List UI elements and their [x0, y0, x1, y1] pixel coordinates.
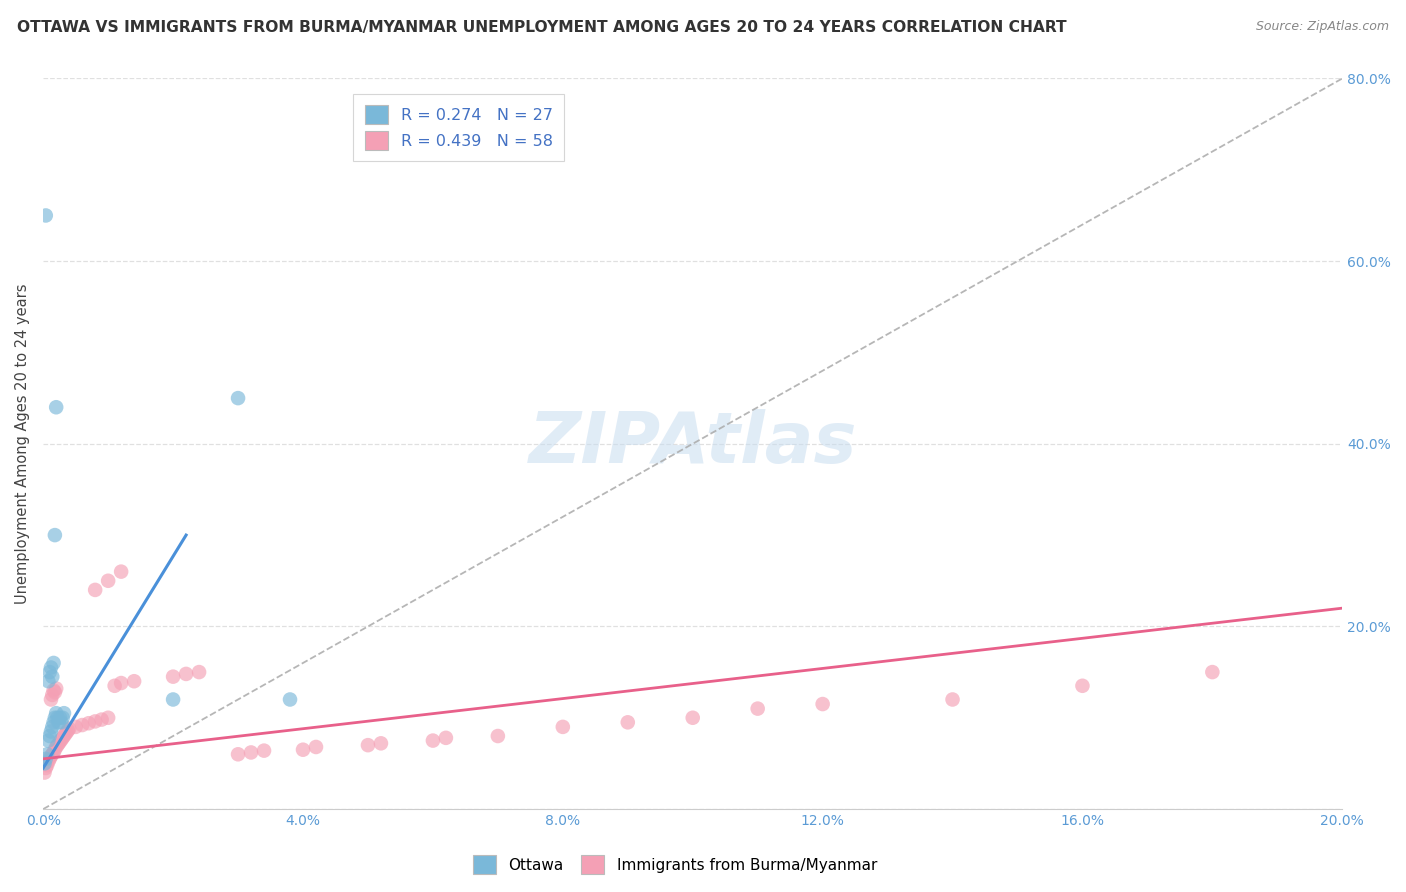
Point	[58, 722, 80, 736]
Point	[35, 758, 58, 772]
Point	[39, 692, 62, 706]
Point	[49, 734, 72, 748]
Point	[34, 756, 56, 771]
Point	[52, 731, 75, 745]
Point	[53, 729, 76, 743]
Point	[278, 692, 301, 706]
Point	[56, 723, 79, 738]
Point	[44, 711, 66, 725]
Point	[39, 749, 62, 764]
Point	[1071, 679, 1094, 693]
Point	[42, 746, 65, 760]
Point	[49, 711, 72, 725]
Point	[292, 742, 315, 756]
Point	[51, 715, 73, 730]
Text: Source: ZipAtlas.com: Source: ZipAtlas.com	[1256, 20, 1389, 33]
Text: OTTAWA VS IMMIGRANTS FROM BURMA/MYANMAR UNEMPLOYMENT AMONG AGES 20 TO 24 YEARS C: OTTAWA VS IMMIGRANTS FROM BURMA/MYANMAR …	[17, 20, 1067, 35]
Point	[174, 667, 197, 681]
Point	[46, 711, 69, 725]
Point	[35, 752, 58, 766]
Point	[37, 755, 59, 769]
Point	[240, 746, 263, 760]
Text: ZIPAtlas: ZIPAtlas	[529, 409, 858, 478]
Point	[226, 391, 249, 405]
Point	[35, 747, 58, 762]
Point	[97, 711, 120, 725]
Point	[104, 679, 127, 693]
Point	[811, 697, 834, 711]
Point	[422, 733, 444, 747]
Point	[35, 761, 58, 775]
Point	[616, 715, 638, 730]
Point	[55, 725, 77, 739]
Point	[434, 731, 457, 745]
Point	[38, 752, 60, 766]
Point	[51, 732, 73, 747]
Point	[97, 574, 120, 588]
Point	[45, 706, 67, 721]
Y-axis label: Unemployment Among Ages 20 to 24 years: Unemployment Among Ages 20 to 24 years	[15, 284, 30, 604]
Point	[52, 711, 75, 725]
Point	[53, 706, 76, 721]
Point	[90, 713, 112, 727]
Point	[941, 692, 963, 706]
Point	[45, 401, 67, 415]
Point	[34, 765, 56, 780]
Point	[122, 674, 145, 689]
Point	[39, 660, 62, 674]
Point	[110, 676, 132, 690]
Point	[70, 718, 93, 732]
Point	[39, 724, 62, 739]
Point	[53, 727, 76, 741]
Point	[46, 738, 69, 752]
Point	[65, 720, 87, 734]
Point	[162, 692, 184, 706]
Point	[110, 565, 132, 579]
Point	[1201, 665, 1223, 679]
Legend: Ottawa, Immigrants from Burma/Myanmar: Ottawa, Immigrants from Burma/Myanmar	[467, 849, 883, 880]
Point	[747, 701, 769, 715]
Point	[188, 665, 211, 679]
Point	[357, 738, 380, 752]
Point	[48, 715, 70, 730]
Point	[41, 688, 63, 702]
Point	[682, 711, 704, 725]
Point	[48, 736, 70, 750]
Legend: R = 0.274   N = 27, R = 0.439   N = 58: R = 0.274 N = 27, R = 0.439 N = 58	[353, 94, 564, 161]
Point	[42, 715, 65, 730]
Point	[44, 742, 66, 756]
Point	[84, 714, 107, 729]
Point	[305, 739, 328, 754]
Point	[44, 528, 66, 542]
Point	[45, 739, 67, 754]
Point	[38, 665, 60, 679]
Point	[45, 681, 67, 696]
Point	[226, 747, 249, 762]
Point	[41, 747, 63, 762]
Point	[370, 736, 392, 750]
Point	[77, 716, 100, 731]
Point	[551, 720, 574, 734]
Point	[486, 729, 509, 743]
Point	[44, 685, 66, 699]
Point	[37, 733, 59, 747]
Point	[42, 683, 65, 698]
Point	[41, 670, 63, 684]
Point	[38, 729, 60, 743]
Point	[37, 674, 59, 689]
Point	[84, 582, 107, 597]
Point	[42, 656, 65, 670]
Point	[253, 744, 276, 758]
Point	[41, 720, 63, 734]
Point	[162, 670, 184, 684]
Point	[35, 209, 58, 223]
